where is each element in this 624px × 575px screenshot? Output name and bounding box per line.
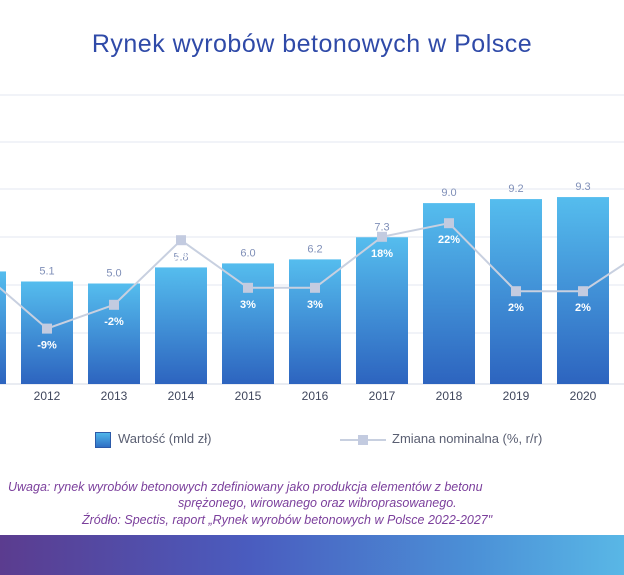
x-tick-label: 2016	[302, 389, 329, 403]
change-marker	[109, 299, 119, 310]
x-tick-label: 2012	[34, 389, 61, 403]
bar	[222, 263, 274, 384]
bar-value-label: 5.1	[39, 265, 54, 277]
change-value-label: 2%	[575, 302, 591, 314]
change-value-label: 3%	[240, 299, 256, 311]
bar-value-label: 9.3	[575, 181, 590, 193]
legend-line-swatch	[340, 435, 386, 445]
change-marker	[176, 235, 186, 246]
bar-value-label: 9.2	[508, 183, 523, 195]
bar	[155, 267, 207, 384]
bar	[423, 203, 475, 384]
change-marker	[377, 231, 387, 242]
legend-bar-label: Wartość (mld zł)	[118, 431, 212, 446]
bar	[88, 283, 140, 384]
bar	[0, 271, 6, 384]
change-value-label: 3%	[307, 299, 323, 311]
x-tick-label: 2013	[101, 389, 128, 403]
x-tick-label: 2020	[570, 389, 597, 403]
change-marker	[444, 218, 454, 229]
x-tick-label: 2014	[168, 389, 195, 403]
bar-value-label: 9.0	[441, 187, 456, 199]
x-tick-label: 2019	[503, 389, 530, 403]
x-tick-label: 2017	[369, 389, 396, 403]
chart-title: Rynek wyrobów betonowych w Polsce	[91, 30, 533, 58]
change-value-label: 18%	[371, 248, 393, 260]
chart-plot: 5.1 2012 5.0 2013 5.8 2014 6.0 2015 6.2 2016 7.3 20…	[0, 94, 624, 403]
change-marker	[511, 286, 521, 297]
bar	[356, 237, 408, 384]
change-marker	[243, 282, 253, 293]
change-value-label: 22%	[438, 234, 460, 246]
change-marker	[310, 282, 320, 293]
bar-value-label: 5.8	[173, 251, 188, 263]
change-value-label: 2%	[508, 302, 524, 314]
note-line-1: Uwaga: rynek wyrobów betonowych zdefinio…	[8, 480, 483, 494]
bar-value-label: 6.2	[307, 243, 322, 255]
change-value-label: 17%	[170, 251, 192, 263]
x-tick-label: 2018	[436, 389, 463, 403]
change-value-label: -2%	[104, 316, 124, 328]
source-note: Źródło: Spectis, raport „Rynek wyrobów b…	[82, 513, 493, 527]
bar-value-label: 5.0	[106, 268, 121, 280]
change-marker	[42, 323, 52, 334]
legend-bar-swatch	[95, 432, 111, 448]
bar-value-label: 6.0	[240, 247, 255, 259]
legend-line-label: Zmiana nominalna (%, r/r)	[392, 431, 543, 446]
bar	[289, 259, 341, 384]
x-tick-label: 2015	[235, 389, 262, 403]
note-line-2: sprężonego, wirowanego oraz wibroprasowa…	[178, 496, 457, 510]
change-marker	[578, 286, 588, 297]
footer-gradient-bar	[0, 535, 624, 575]
bar-value-label: 7.3	[374, 221, 389, 233]
change-value-label: -9%	[37, 340, 57, 352]
